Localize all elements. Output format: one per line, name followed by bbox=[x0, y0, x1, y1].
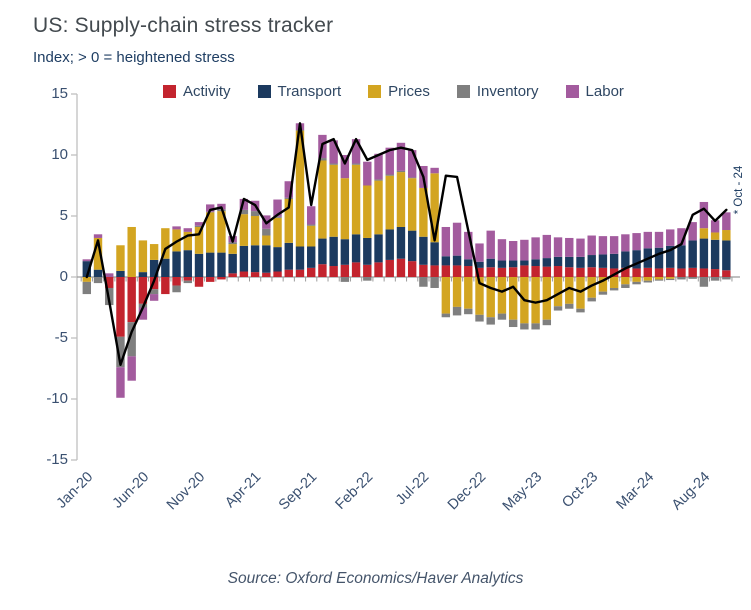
legend-label: Activity bbox=[183, 83, 231, 100]
legend-label: Transport bbox=[277, 83, 342, 100]
legend-item-labor: Labor bbox=[565, 83, 624, 100]
y-tick-label: 5 bbox=[59, 207, 68, 224]
inventory-swatch-icon bbox=[456, 85, 470, 98]
y-tick-label: -15 bbox=[46, 451, 68, 468]
legend-item-activity: Activity bbox=[163, 83, 231, 100]
page-title: US: Supply-chain stress tracker bbox=[33, 14, 334, 37]
legend-label: Prices bbox=[388, 83, 430, 100]
legend-label: Inventory bbox=[476, 83, 539, 100]
chart-subtitle: Index; > 0 = heightened stress bbox=[33, 49, 235, 66]
y-tick-label: -10 bbox=[46, 390, 68, 407]
activity-swatch-icon bbox=[163, 85, 176, 98]
labor-swatch-icon bbox=[565, 85, 579, 98]
source-note: Source: Oxford Economics/Haver Analytics bbox=[227, 570, 524, 587]
legend-item-inventory: Inventory bbox=[456, 83, 539, 100]
legend-item-transport: Transport bbox=[257, 83, 342, 100]
y-tick-label: 0 bbox=[59, 268, 68, 285]
legend: Activity Transport Prices Inventory Labo… bbox=[163, 83, 624, 100]
y-tick-label: 15 bbox=[51, 85, 68, 102]
latest-month-annotation: * Oct - 24 bbox=[733, 165, 745, 215]
legend-label: Labor bbox=[585, 83, 624, 100]
prices-swatch-icon bbox=[368, 85, 382, 98]
y-tick-label: 10 bbox=[51, 146, 68, 163]
y-tick-label: -5 bbox=[54, 329, 68, 346]
transport-swatch-icon bbox=[257, 85, 271, 98]
legend-item-prices: Prices bbox=[368, 83, 430, 100]
